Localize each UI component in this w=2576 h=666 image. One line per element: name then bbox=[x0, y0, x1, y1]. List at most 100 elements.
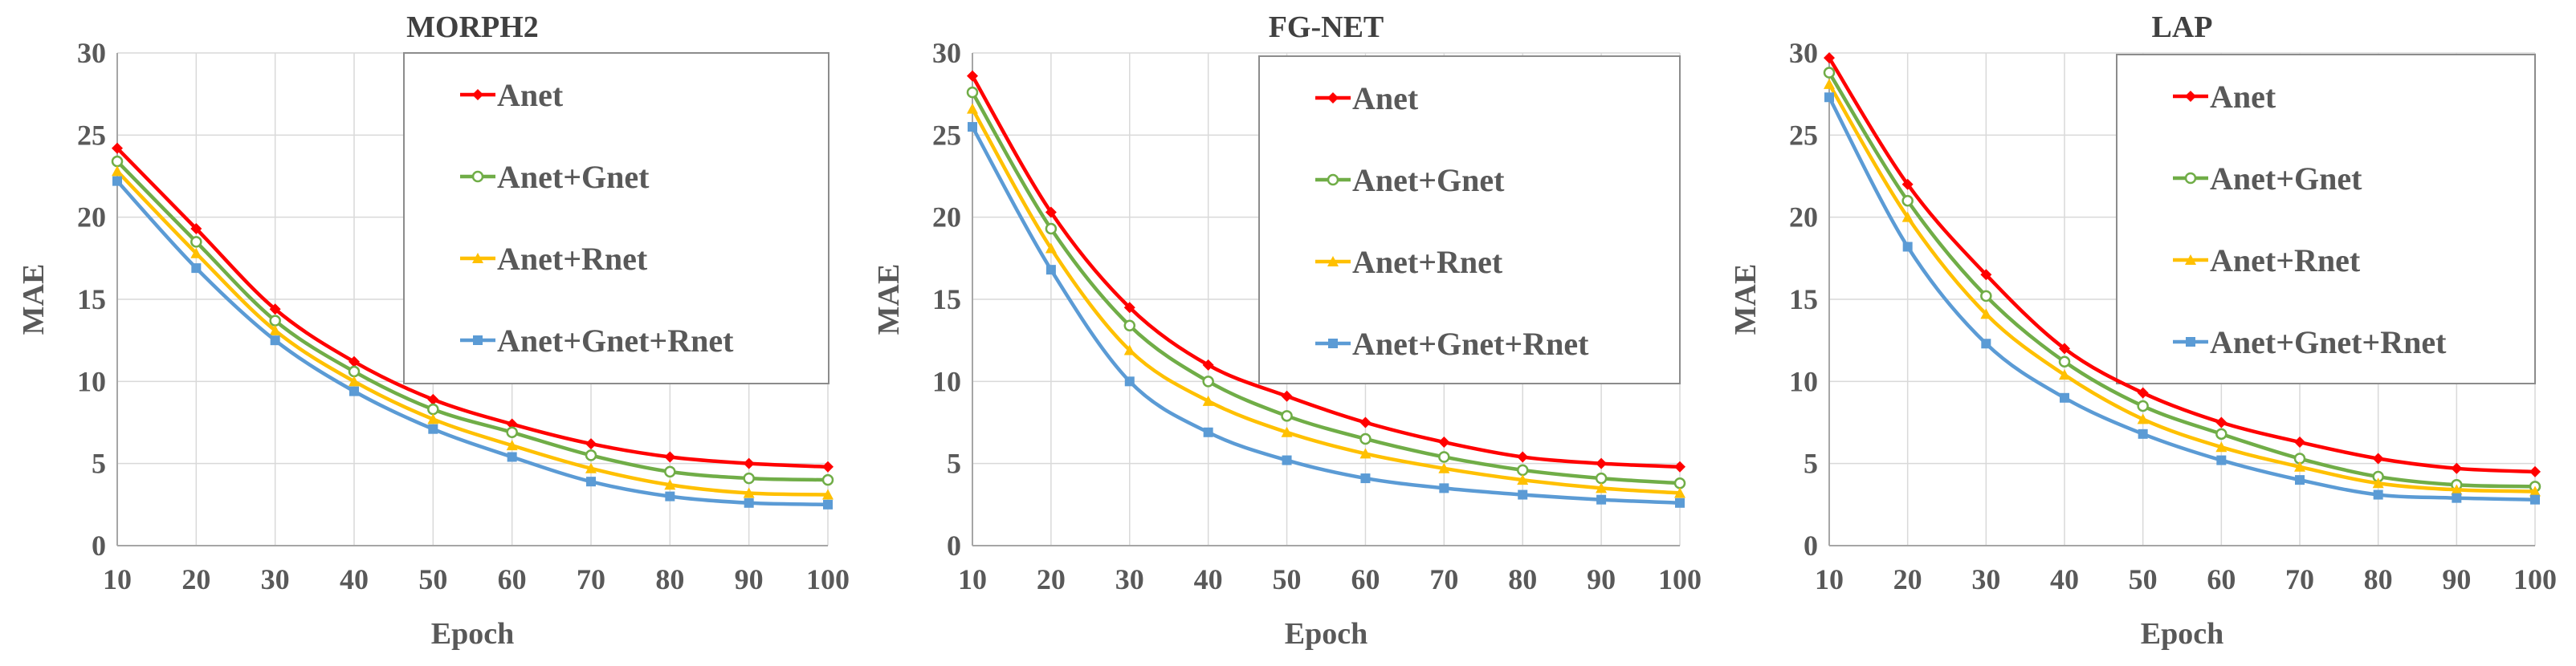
series-line bbox=[115, 146, 830, 469]
data-point bbox=[2137, 387, 2149, 399]
data-point bbox=[507, 452, 517, 462]
data-point bbox=[2529, 465, 2541, 477]
chart-panel-morph2: MORPH2 0 5 10 15 20 25 30 10 20 30 40 50 60 70 80 90 100 E… bbox=[17, 10, 850, 651]
y-tick-label: 10 bbox=[1789, 365, 1818, 397]
data-point bbox=[823, 499, 833, 510]
data-point bbox=[1438, 437, 1450, 449]
series-line bbox=[1827, 95, 2537, 502]
y-tick-label: 15 bbox=[932, 283, 961, 315]
data-point bbox=[2137, 413, 2149, 424]
y-tick-label: 25 bbox=[1789, 119, 1818, 151]
data-point bbox=[2372, 453, 2384, 465]
series-anet-plus-gnet bbox=[1823, 67, 2541, 493]
data-point bbox=[1281, 426, 1293, 437]
x-tick-label: 100 bbox=[2513, 563, 2557, 595]
legend-label: Anet+Gnet bbox=[2210, 160, 2362, 197]
series-line bbox=[115, 179, 830, 507]
x-tick-label: 10 bbox=[103, 563, 132, 595]
x-tick-label: 50 bbox=[418, 563, 447, 595]
data-point bbox=[1203, 427, 1213, 437]
data-point bbox=[2059, 343, 2070, 355]
data-point bbox=[112, 142, 123, 154]
data-point bbox=[966, 86, 979, 99]
legend-marker bbox=[471, 170, 484, 183]
data-point bbox=[743, 472, 755, 485]
data-point bbox=[190, 247, 202, 258]
series-line bbox=[1827, 55, 2537, 474]
x-tick-label: 80 bbox=[2364, 563, 2393, 595]
x-tick-label: 70 bbox=[2285, 563, 2314, 595]
data-point bbox=[112, 165, 123, 177]
data-point bbox=[664, 451, 676, 463]
series-anet-plus-rnet bbox=[967, 103, 1685, 498]
x-tick-label: 10 bbox=[1815, 563, 1844, 595]
legend-label: Anet bbox=[1352, 80, 1419, 116]
data-point bbox=[1517, 451, 1529, 463]
data-point bbox=[191, 263, 202, 274]
data-point bbox=[1045, 222, 1058, 235]
data-point bbox=[1202, 359, 1214, 371]
data-point bbox=[1980, 290, 1992, 303]
x-axis-label: Epoch bbox=[1285, 617, 1367, 651]
data-point bbox=[1517, 474, 1529, 485]
data-point bbox=[664, 479, 676, 490]
data-point bbox=[1359, 448, 1372, 459]
series-line bbox=[115, 159, 830, 482]
legend-label: Anet+Rnet bbox=[497, 241, 648, 277]
chart-title: LAP bbox=[2152, 10, 2213, 44]
x-tick-label: 20 bbox=[181, 563, 210, 595]
x-tick-label: 50 bbox=[2129, 563, 2158, 595]
x-tick-label: 80 bbox=[1508, 563, 1537, 595]
series-anet-plus-gnet bbox=[966, 86, 1686, 489]
data-point bbox=[427, 403, 439, 416]
data-point bbox=[586, 477, 596, 487]
y-tick-label: 25 bbox=[932, 119, 961, 151]
data-point bbox=[1439, 483, 1449, 493]
data-point bbox=[1281, 390, 1293, 402]
data-point bbox=[2452, 493, 2462, 503]
data-point bbox=[1902, 242, 1913, 252]
legend-marker bbox=[2186, 337, 2195, 347]
legend-item-anet-plus-gnet: Anet+Gnet bbox=[1315, 162, 1505, 198]
data-point bbox=[744, 497, 754, 508]
data-point bbox=[2295, 475, 2305, 485]
x-tick-label: 40 bbox=[340, 563, 369, 595]
data-point bbox=[1124, 376, 1135, 387]
data-point bbox=[190, 222, 202, 234]
data-point bbox=[427, 413, 439, 424]
data-point bbox=[2215, 441, 2228, 453]
legend-label: Anet+Gnet+Rnet bbox=[497, 323, 734, 359]
y-tick-label: 5 bbox=[92, 448, 106, 480]
legend-label: Anet+Gnet bbox=[497, 159, 650, 195]
y-tick-label: 0 bbox=[92, 530, 106, 562]
data-point bbox=[349, 386, 359, 396]
legend-box bbox=[2116, 54, 2536, 384]
data-point bbox=[269, 324, 281, 335]
series-anet bbox=[967, 70, 1685, 473]
x-tick-label: 90 bbox=[1587, 563, 1616, 595]
data-point bbox=[2216, 455, 2227, 465]
data-point bbox=[2373, 489, 2383, 500]
data-point bbox=[2451, 462, 2463, 474]
data-point bbox=[269, 315, 281, 327]
data-point bbox=[2529, 485, 2541, 497]
x-tick-label: 60 bbox=[1351, 563, 1380, 595]
data-point bbox=[1981, 339, 1991, 349]
legend-label: Anet+Rnet bbox=[2210, 242, 2361, 278]
chart-panel-fg-net: FG-NET 0 5 10 15 20 25 30 10 20 30 40 50 60 70 80 90 100 E… bbox=[872, 10, 1702, 651]
data-point bbox=[1281, 410, 1293, 422]
legend-label: Anet bbox=[2210, 79, 2276, 115]
legend-marker bbox=[472, 89, 483, 100]
series-anet-plus-gnet-plus-rnet bbox=[112, 176, 833, 510]
y-tick-label: 30 bbox=[932, 37, 961, 69]
legend-box bbox=[403, 52, 829, 384]
x-tick-label: 20 bbox=[1893, 563, 1922, 595]
data-point bbox=[506, 440, 518, 451]
data-point bbox=[1674, 487, 1685, 498]
legend-item-anet-plus-rnet: Anet+Rnet bbox=[1315, 244, 1503, 280]
data-point bbox=[506, 426, 518, 439]
data-point bbox=[585, 438, 597, 450]
data-point bbox=[1202, 376, 1214, 388]
data-point bbox=[1824, 52, 1835, 64]
x-tick-label: 90 bbox=[735, 563, 764, 595]
